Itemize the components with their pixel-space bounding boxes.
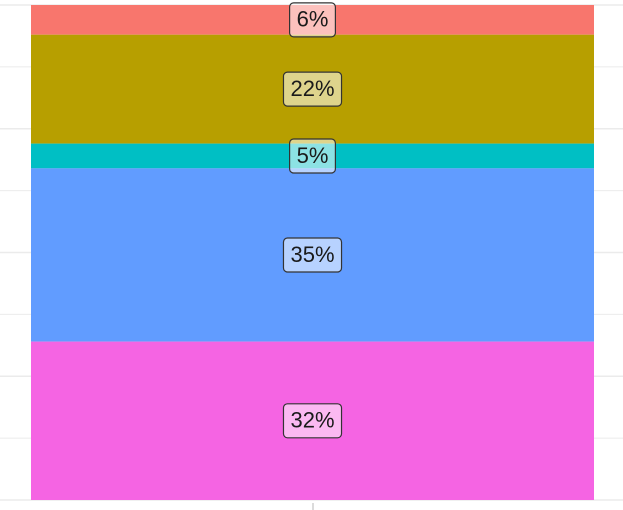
label-box — [289, 138, 336, 174]
value-label: 5% — [297, 143, 329, 168]
value-label: 35% — [290, 242, 334, 267]
label-box — [282, 403, 343, 439]
value-label: 22% — [290, 76, 334, 101]
label-box — [282, 71, 343, 107]
value-label: 6% — [297, 7, 329, 32]
label-box — [289, 2, 336, 38]
label-box — [282, 237, 343, 273]
labels: 6% 22% 5% 35% 32% — [282, 2, 343, 439]
value-label: 32% — [290, 408, 334, 433]
